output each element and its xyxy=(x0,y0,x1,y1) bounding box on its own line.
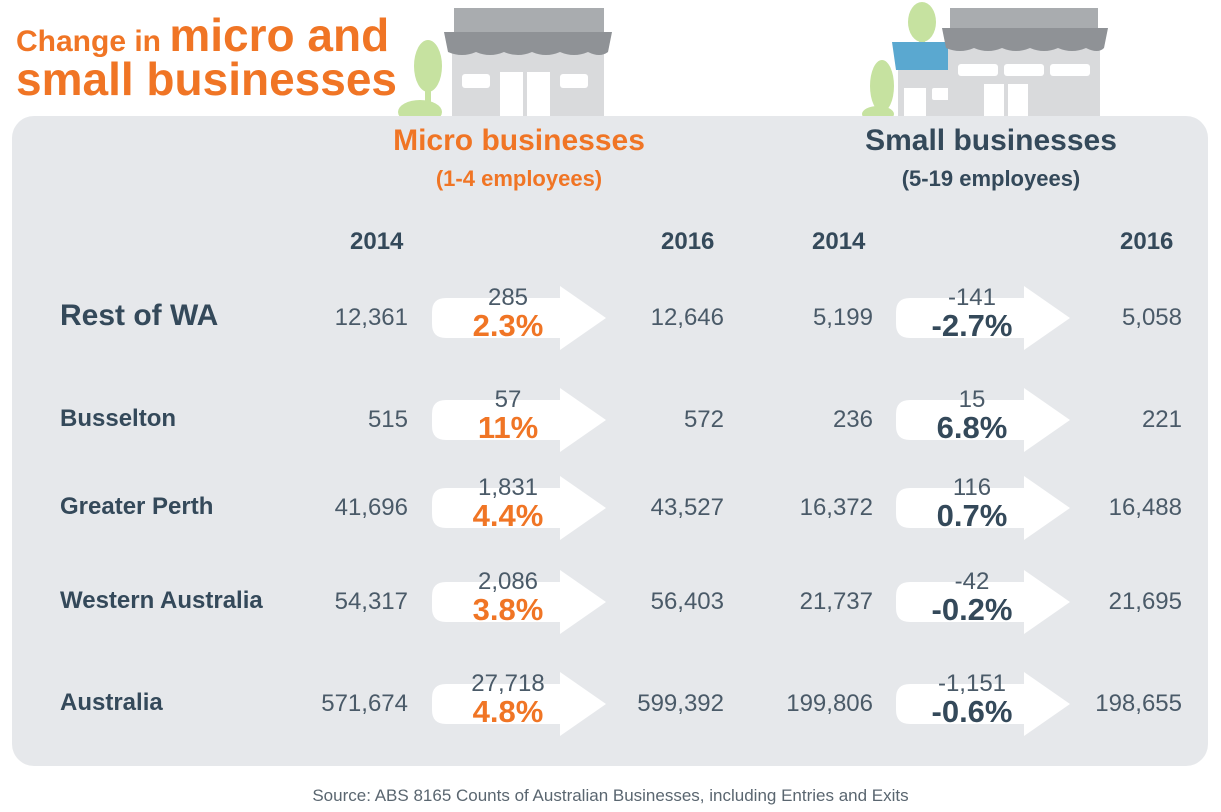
small-change: -1,151 -0.6% xyxy=(902,672,1042,729)
change-arrow-icon xyxy=(896,672,1070,736)
small-2016-value: 221 xyxy=(1141,406,1182,433)
small-2016-value: 198,655 xyxy=(1095,690,1182,717)
small-change-percent: -2.7% xyxy=(931,308,1013,343)
micro-2016-value: 12,646 xyxy=(650,304,724,331)
change-arrow-icon xyxy=(896,388,1070,452)
micro-heading-sub: (1-4 employees) xyxy=(435,166,603,191)
small-change-count: 15 xyxy=(958,386,986,413)
change-arrow-icon xyxy=(896,570,1070,634)
small-change-count: -1,151 xyxy=(937,670,1007,697)
micro-2014-value: 54,317 xyxy=(334,588,408,615)
small-year-end: 2016 xyxy=(1120,228,1174,255)
micro-change: 285 2.3% xyxy=(438,286,578,343)
small-2016-value: 5,058 xyxy=(1121,304,1182,331)
small-year-start: 2014 xyxy=(812,228,866,255)
small-heading-title: Small businesses xyxy=(865,124,1117,157)
micro-2014-value: 12,361 xyxy=(334,304,408,331)
micro-change-percent: 4.4% xyxy=(472,498,544,533)
micro-2016-value: 599,392 xyxy=(637,690,724,717)
micro-change: 27,718 4.8% xyxy=(438,672,578,729)
micro-2016-value: 572 xyxy=(683,406,724,433)
small-2014-value: 5,199 xyxy=(812,304,873,331)
micro-change-percent: 11% xyxy=(477,410,539,445)
small-2014-value: 16,372 xyxy=(799,494,873,521)
small-change: -42 -0.2% xyxy=(902,570,1042,627)
change-arrow-icon xyxy=(432,476,606,540)
micro-heading: Micro businesses (1-4 employees) xyxy=(360,124,678,192)
small-2016-value: 21,695 xyxy=(1108,588,1182,615)
title-prefix: Change in xyxy=(16,25,170,58)
small-heading: Small businesses (5-19 employees) xyxy=(832,124,1150,192)
micro-change: 57 11% xyxy=(438,388,578,445)
micro-change-count: 285 xyxy=(487,284,529,311)
small-change-percent: 0.7% xyxy=(936,498,1008,533)
row-label: Busselton xyxy=(60,405,177,433)
small-change: 15 6.8% xyxy=(902,388,1042,445)
small-shop-illustration xyxy=(862,2,1108,122)
small-heading-sub: (5-19 employees) xyxy=(901,166,1081,191)
micro-2016-value: 43,527 xyxy=(650,494,724,521)
small-2016-value: 16,488 xyxy=(1108,494,1182,521)
micro-change-percent: 3.8% xyxy=(472,592,544,627)
small-change-count: 116 xyxy=(952,474,992,501)
small-2014-value: 199,806 xyxy=(786,690,873,717)
tree-icon xyxy=(414,40,442,92)
small-change-percent: -0.6% xyxy=(931,694,1013,729)
change-arrow-icon xyxy=(896,476,1070,540)
micro-change-percent: 2.3% xyxy=(472,308,544,343)
tree-icon xyxy=(908,2,936,42)
micro-year-end: 2016 xyxy=(661,228,715,255)
micro-year-start: 2014 xyxy=(350,228,404,255)
micro-change: 1,831 4.4% xyxy=(438,476,578,533)
small-change-count: -141 xyxy=(947,284,997,311)
small-change-count: -42 xyxy=(954,568,990,595)
data-panel xyxy=(12,116,1208,766)
micro-heading-title: Micro businesses xyxy=(393,124,645,157)
micro-2016-value: 56,403 xyxy=(650,588,724,615)
micro-shop-illustration xyxy=(398,8,612,122)
micro-change-count: 57 xyxy=(494,386,522,413)
change-arrow-icon xyxy=(432,570,606,634)
change-arrow-icon xyxy=(432,672,606,736)
micro-2014-value: 571,674 xyxy=(321,690,408,717)
source-note: Source: ABS 8165 Counts of Australian Bu… xyxy=(312,786,909,805)
small-2014-value: 236 xyxy=(832,406,873,433)
micro-2014-value: 41,696 xyxy=(334,494,408,521)
small-change-percent: 6.8% xyxy=(936,410,1008,445)
micro-change-count: 1,831 xyxy=(477,474,539,501)
micro-change-count: 27,718 xyxy=(471,670,545,697)
row-label: Greater Perth xyxy=(60,493,214,521)
title-emphasis: micro and xyxy=(169,9,390,61)
change-arrow-icon xyxy=(896,286,1070,350)
micro-2014-value: 515 xyxy=(367,406,408,433)
small-2014-value: 21,737 xyxy=(799,588,873,615)
change-arrow-icon xyxy=(432,388,606,452)
micro-change-percent: 4.8% xyxy=(472,694,544,729)
row-label: Western Australia xyxy=(60,587,263,615)
small-change: 116 0.7% xyxy=(902,476,1042,533)
row-label: Rest of WA xyxy=(60,299,219,333)
small-change: -141 -2.7% xyxy=(902,286,1042,343)
change-arrow-icon xyxy=(432,286,606,350)
row-label: Australia xyxy=(60,689,163,717)
micro-change: 2,086 3.8% xyxy=(438,570,578,627)
small-change-percent: -0.2% xyxy=(931,592,1013,627)
micro-change-count: 2,086 xyxy=(477,568,539,595)
title-line-2: small businesses xyxy=(16,53,397,105)
